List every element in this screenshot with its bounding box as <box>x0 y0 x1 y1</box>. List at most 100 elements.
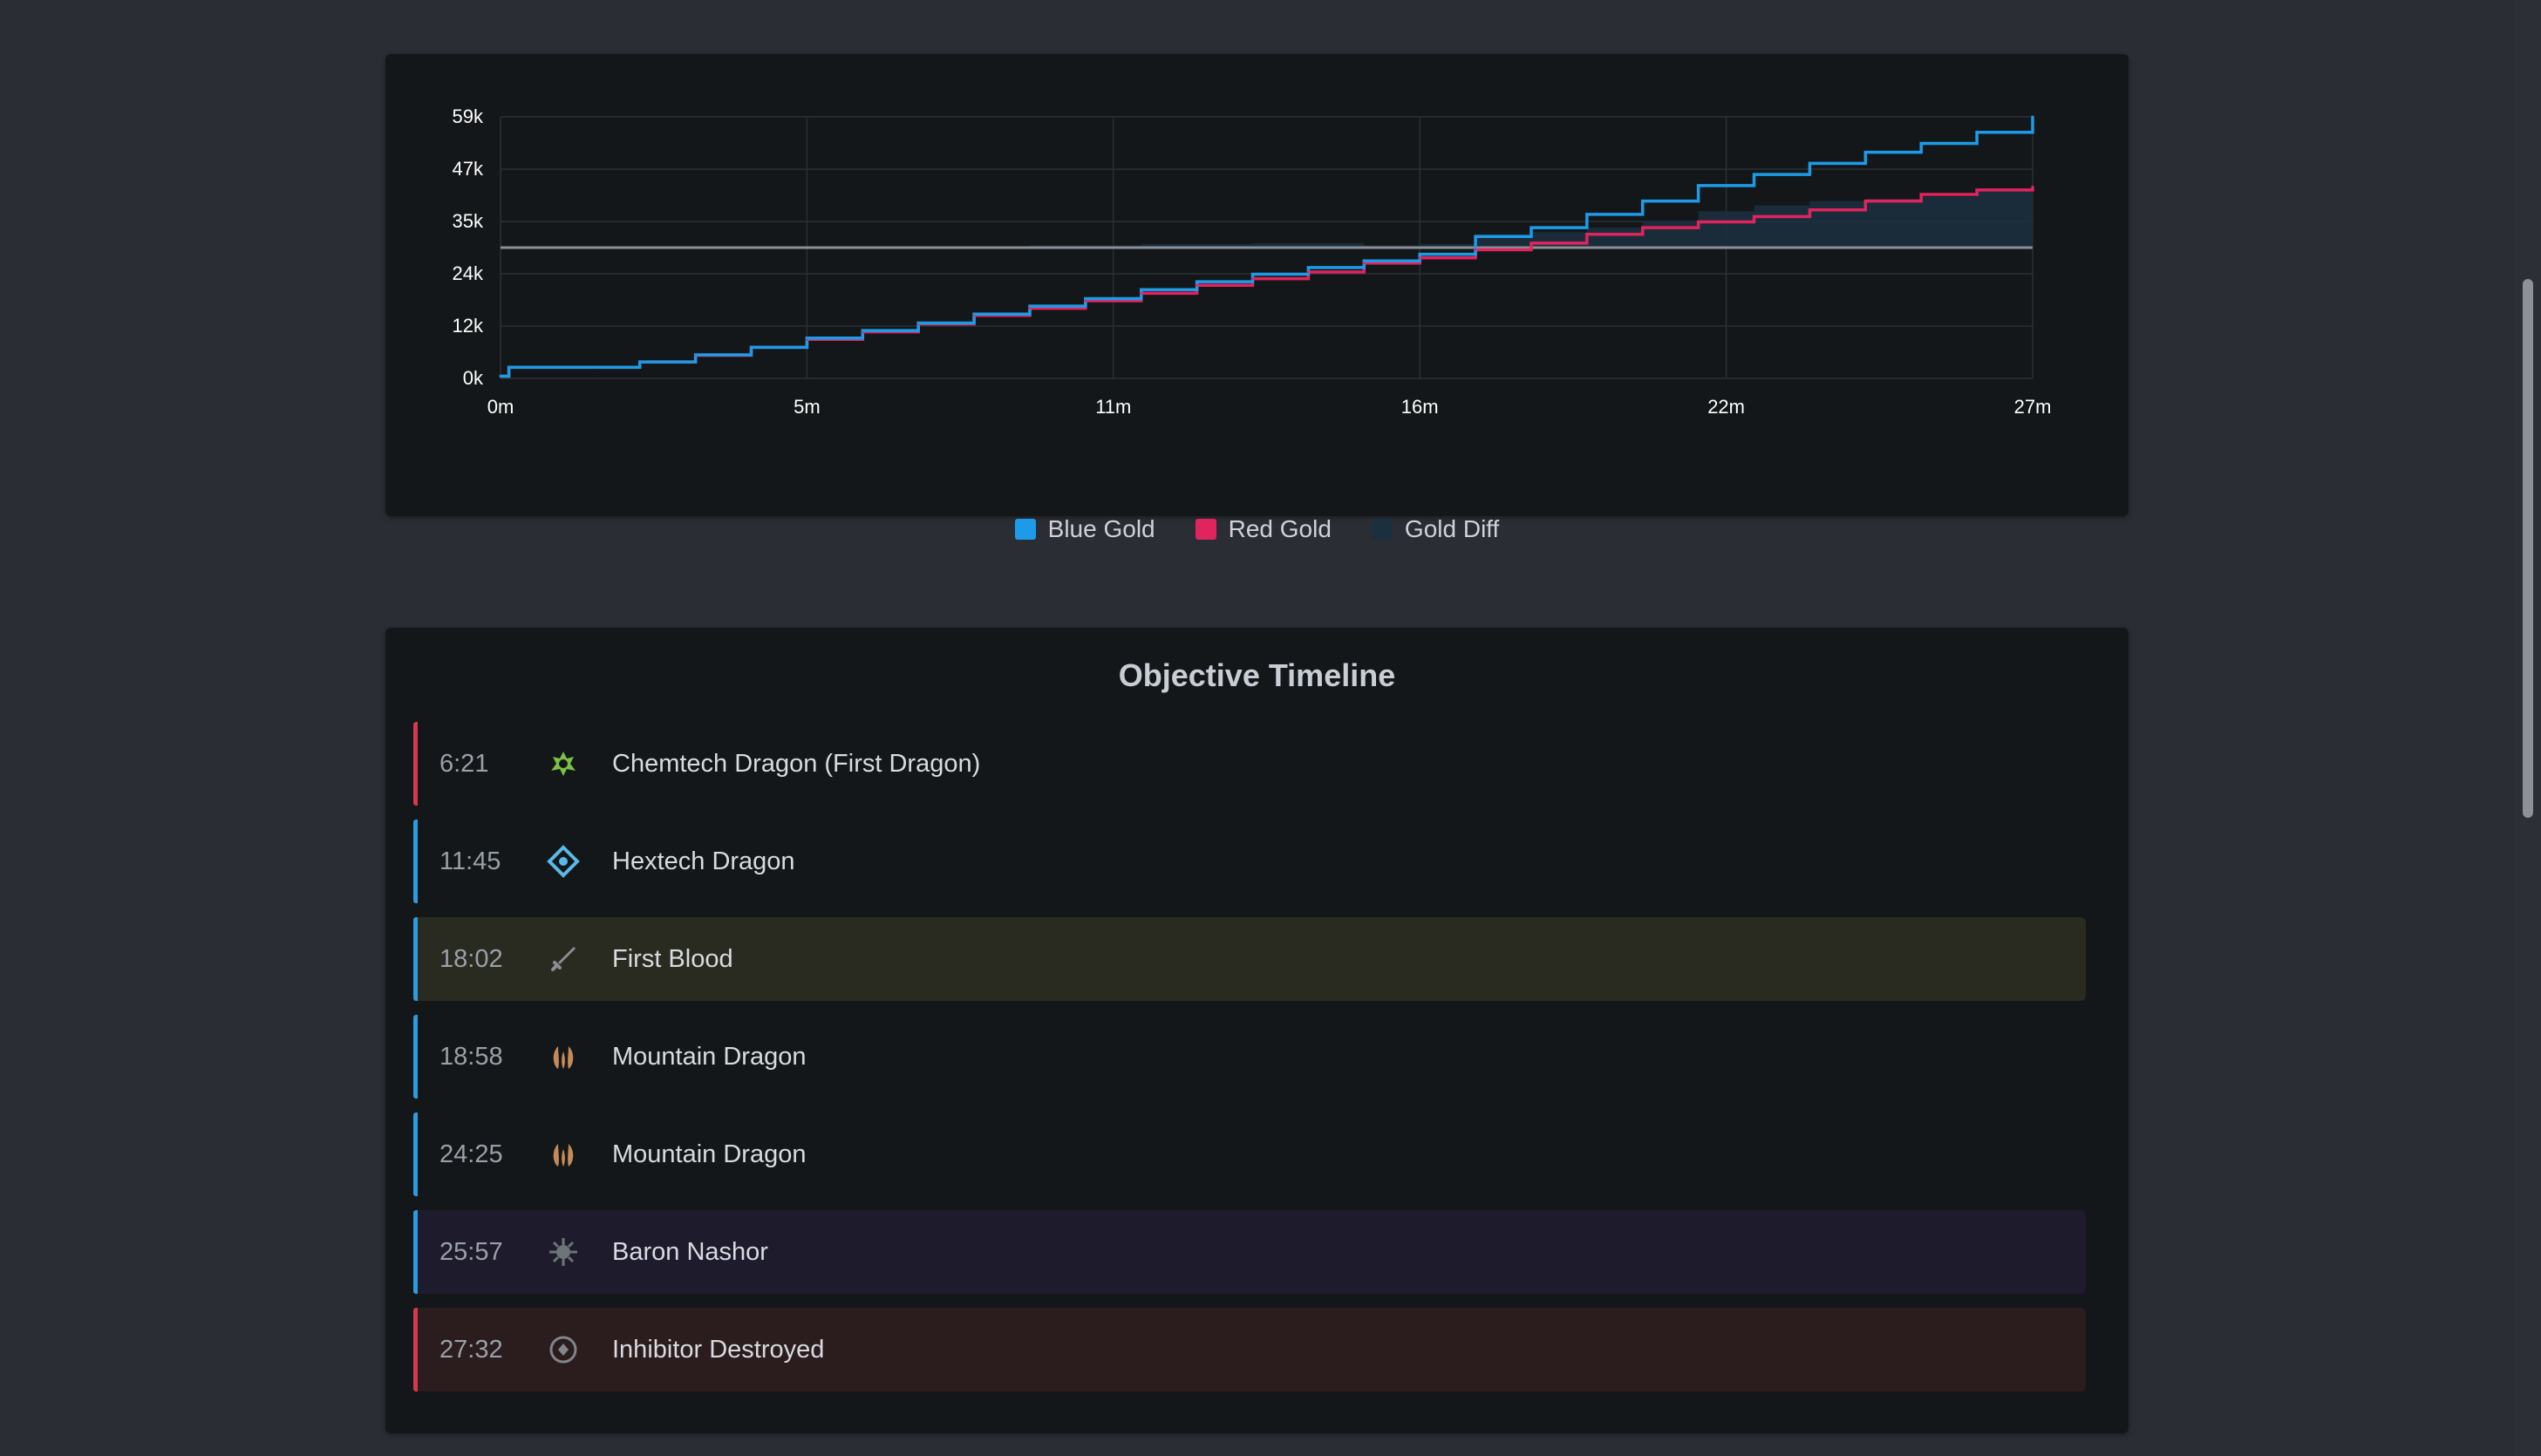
gold-chart: 0k 12k 24k 35k 47k 59k 0m 5m 11m 16m 22m 27m <box>453 105 2052 418</box>
event-label: Inhibitor Destroyed <box>612 1335 825 1364</box>
team-color-bar <box>413 917 418 1001</box>
red-gold-point <box>1084 299 1087 303</box>
event-label: Mountain Dragon <box>612 1042 807 1071</box>
red-gold-point <box>1251 277 1255 281</box>
blue-gold-point <box>694 353 698 357</box>
gold-diff-area <box>501 177 2033 248</box>
timeline-list: 6:21 Chemtech Dragon (First Dragon) 11:4… <box>413 722 2086 1405</box>
event-label: Mountain Dragon <box>612 1140 807 1168</box>
gold-chart-card: 0k 12k 24k 35k 47k 59k 0m 5m 11m 16m 22m 27m Blue G… <box>385 54 2129 542</box>
timeline-event-row: 11:45 Hextech Dragon <box>413 820 2086 903</box>
objective-timeline-card: Objective Timeline 6:21 Chemtech Dragon … <box>385 628 2129 1433</box>
blue-gold-point <box>1306 266 1310 269</box>
sword-icon <box>546 942 581 976</box>
x-tick-label: 0m <box>487 396 514 418</box>
event-time: 6:21 <box>439 749 489 778</box>
blue-gold-point <box>1753 173 1756 176</box>
timeline-event-row: 6:21 Chemtech Dragon (First Dragon) <box>413 722 2086 806</box>
blue-gold-point <box>1529 226 1533 229</box>
event-time: 18:02 <box>439 944 503 973</box>
red-gold-point <box>1140 291 1143 295</box>
event-time: 25:57 <box>439 1237 503 1266</box>
blue-gold-point <box>1919 142 1923 146</box>
page-scrollbar[interactable] <box>2515 0 2541 1456</box>
blue-gold-point <box>1418 253 1421 256</box>
y-tick-label: 47k <box>453 158 484 180</box>
red-gold-point <box>1362 262 1366 265</box>
blue-gold-point <box>1641 200 1645 203</box>
red-gold-point <box>2031 185 2034 188</box>
blue-gold-point <box>1362 259 1366 262</box>
event-time: 24:25 <box>439 1140 503 1168</box>
red-gold-point <box>1863 200 1867 203</box>
chart-legend: Blue Gold Red Gold Gold Diff <box>385 507 2129 551</box>
y-tick-label: 24k <box>453 262 484 284</box>
mountain-dragon-icon <box>546 1137 581 1172</box>
blue-gold-point <box>1084 296 1087 300</box>
team-color-bar <box>413 1308 418 1391</box>
legend-label-red-gold: Red Gold <box>1228 515 1332 542</box>
blue-gold-point <box>638 360 642 364</box>
x-tick-label: 16m <box>1401 396 1439 418</box>
event-time: 27:32 <box>439 1335 503 1364</box>
team-color-bar <box>413 722 418 806</box>
blue-gold-point <box>1140 288 1143 291</box>
red-gold-point <box>1585 233 1589 236</box>
blue-gold-point <box>1808 161 1811 165</box>
red-gold-point <box>1028 307 1032 310</box>
red-gold-point <box>1196 283 1199 287</box>
event-time: 18:58 <box>439 1042 503 1071</box>
red-gold-point <box>1474 248 1477 252</box>
red-gold-point <box>1418 256 1421 260</box>
legend-gold-diff[interactable]: Gold Diff <box>1371 515 1500 543</box>
timeline-event-row: 18:58 Mountain Dragon <box>413 1015 2086 1099</box>
red-gold-point <box>1808 208 1811 212</box>
y-tick-label: 35k <box>453 210 484 232</box>
red-gold-point <box>1529 242 1533 245</box>
inhibitor-icon <box>546 1332 581 1367</box>
legend-swatch-gold-diff <box>1371 519 1393 540</box>
timeline-title: Objective Timeline <box>1118 657 1396 693</box>
team-color-bar <box>413 820 418 903</box>
blue-gold-point <box>1975 131 1979 134</box>
legend-blue-gold[interactable]: Blue Gold <box>1014 515 1155 543</box>
hextech-dragon-icon <box>546 844 581 879</box>
baron-nashor-icon <box>546 1235 581 1269</box>
team-color-bar <box>413 1112 418 1196</box>
timeline-event-row: 18:02 First Blood <box>413 917 2086 1001</box>
blue-gold-point <box>499 374 502 378</box>
blue-gold-point <box>972 312 976 316</box>
event-label: Hextech Dragon <box>612 847 795 875</box>
timeline-event-row: 25:57 Baron Nashor <box>413 1210 2086 1294</box>
blue-gold-point <box>1028 304 1032 308</box>
team-color-bar <box>413 1210 418 1294</box>
x-tick-label: 27m <box>2014 396 2052 418</box>
chemtech-dragon-icon <box>546 746 581 781</box>
red-gold-point <box>1919 193 1923 196</box>
blue-gold-point <box>1251 273 1255 276</box>
blue-gold-point <box>508 365 511 369</box>
red-gold-line <box>501 187 2034 378</box>
blue-gold-point <box>1863 151 1867 154</box>
event-label: First Blood <box>612 944 733 973</box>
red-gold-point <box>1306 270 1310 274</box>
scrollbar-thumb[interactable] <box>2523 279 2533 818</box>
event-time: 11:45 <box>439 847 501 875</box>
y-tick-label: 12k <box>453 315 484 337</box>
red-gold-point <box>1697 221 1700 224</box>
blue-gold-point <box>750 345 753 349</box>
blue-gold-point <box>1474 235 1477 238</box>
legend-label-blue-gold: Blue Gold <box>1047 515 1155 542</box>
x-tick-label: 22m <box>1707 396 1745 418</box>
legend-label-gold-diff: Gold Diff <box>1404 515 1500 542</box>
blue-gold-point <box>1697 184 1700 187</box>
blue-gold-point <box>1585 213 1589 216</box>
blue-gold-point <box>594 365 597 369</box>
event-label: Baron Nashor <box>612 1237 768 1266</box>
legend-red-gold[interactable]: Red Gold <box>1195 515 1332 543</box>
team-color-bar <box>413 1015 418 1099</box>
timeline-event-row: 24:25 Mountain Dragon <box>413 1112 2086 1196</box>
legend-swatch-blue-gold <box>1014 519 1036 540</box>
blue-gold-line <box>501 117 2034 378</box>
blue-gold-point <box>916 321 920 324</box>
